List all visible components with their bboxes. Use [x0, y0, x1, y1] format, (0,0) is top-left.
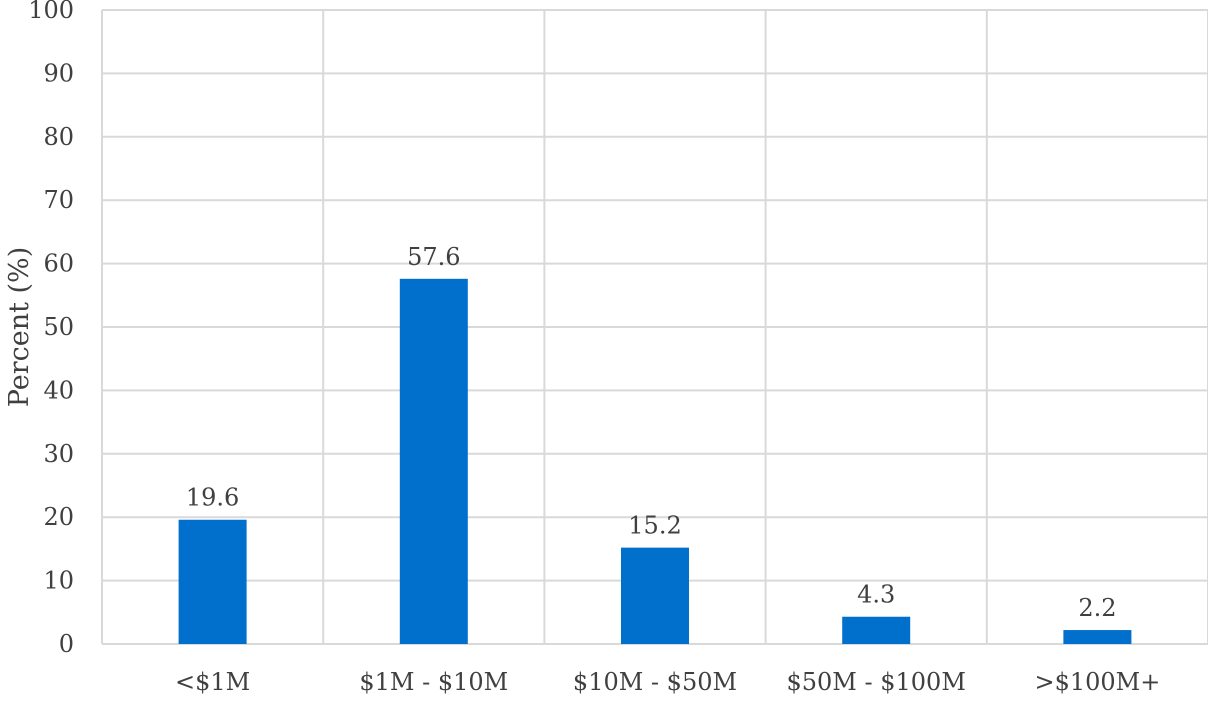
data-label: 4.3	[857, 581, 895, 609]
data-label: 2.2	[1078, 594, 1116, 622]
y-tick-label: 10	[43, 567, 74, 595]
y-tick-label: 50	[43, 313, 74, 341]
data-label: 15.2	[628, 512, 681, 540]
bar	[399, 278, 468, 644]
y-tick-label: 100	[28, 0, 74, 24]
y-tick-label: 30	[43, 440, 74, 468]
x-axis-categories: <$1M $1M - $10M $10M - $50M $50M - $100M >$1…	[175, 668, 1160, 696]
data-label: 57.6	[407, 243, 460, 271]
y-axis-ticks: 0 10 20 30 40 50 60 70 80 90 100	[28, 0, 74, 658]
y-tick-label: 80	[43, 123, 74, 151]
x-category-label: $10M - $50M	[573, 668, 737, 696]
y-tick-label: 90	[43, 59, 74, 87]
y-axis-title: Percent (%)	[4, 247, 35, 407]
grid	[101, 9, 1208, 645]
y-tick-label: 20	[43, 503, 74, 531]
y-tick-label: 0	[59, 630, 74, 658]
x-category-label: <$1M	[175, 668, 250, 696]
y-tick-label: 60	[43, 250, 74, 278]
data-labels: 19.6 57.6 15.2 4.3 2.2	[186, 243, 1117, 622]
bar	[621, 547, 689, 644]
bar	[842, 616, 911, 644]
bar	[178, 519, 247, 644]
bars	[178, 278, 1132, 644]
x-category-label: $1M - $10M	[359, 668, 508, 696]
x-category-label: $50M - $100M	[786, 668, 965, 696]
data-label: 19.6	[186, 484, 239, 512]
bar	[1063, 630, 1132, 644]
y-tick-label: 40	[43, 376, 74, 404]
x-category-label: >$100M+	[1034, 668, 1160, 696]
y-tick-label: 70	[43, 186, 74, 214]
